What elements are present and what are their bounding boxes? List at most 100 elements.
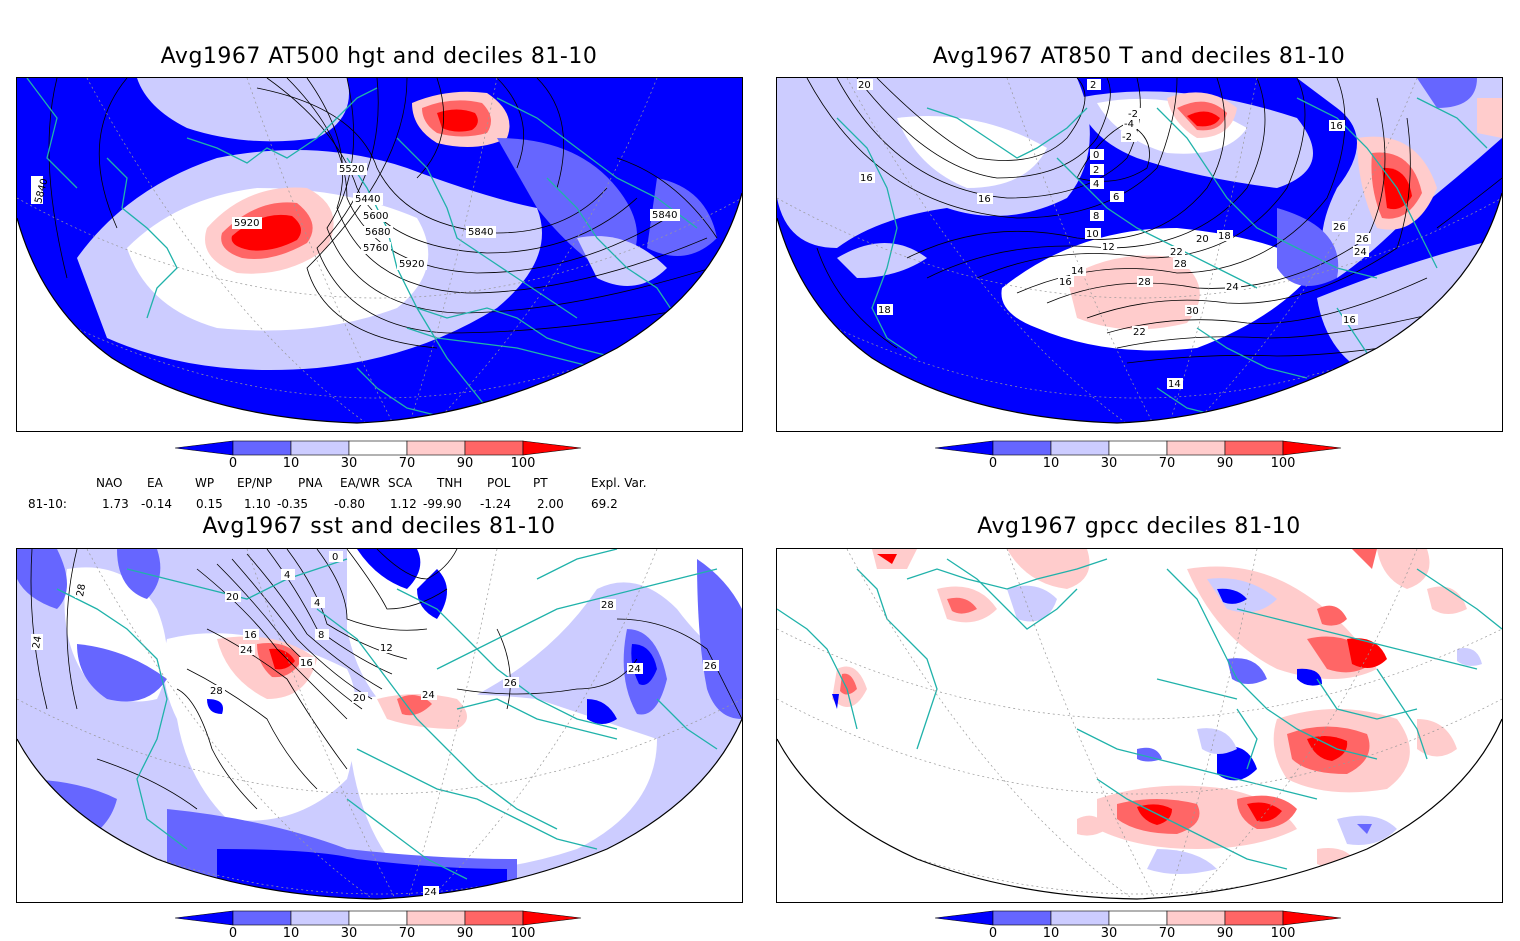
colorbar-label: 10 bbox=[282, 456, 300, 471]
index-header: Expl. Var. bbox=[591, 476, 647, 490]
contour-label: 10 bbox=[1086, 229, 1099, 240]
index-header: WP bbox=[195, 476, 215, 490]
contour-label: 16 bbox=[300, 658, 313, 669]
contour-label: 24 bbox=[628, 664, 641, 675]
colorbar-1: 0 10 30 70 90 100 bbox=[174, 440, 585, 478]
colorbar-label: 70 bbox=[1158, 456, 1176, 471]
colorbar-strip bbox=[934, 910, 1342, 926]
index-header: POL bbox=[487, 476, 511, 490]
colorbar-label: 10 bbox=[1042, 456, 1060, 471]
colorbar-strip bbox=[934, 440, 1342, 456]
contour-label: 24 bbox=[240, 645, 253, 656]
contour-label: 24 bbox=[1354, 247, 1367, 258]
colorbar-segment bbox=[174, 440, 234, 456]
colorbar-4: 0 10 30 70 90 100 bbox=[934, 910, 1345, 941]
colorbar-label: 0 bbox=[988, 456, 998, 471]
contour-label: 5440 bbox=[355, 194, 380, 205]
contour-label: 14 bbox=[1071, 266, 1084, 277]
panel-title-hgt: Avg1967 AT500 hgt and deciles 81-10 bbox=[160, 44, 598, 69]
colorbar-segment bbox=[1108, 440, 1168, 456]
contour-label: 5920 bbox=[234, 218, 259, 229]
colorbar-segment bbox=[464, 440, 524, 456]
colorbar-2: 0 10 30 70 90 100 bbox=[934, 440, 1345, 478]
index-row-label: 81-10: bbox=[28, 497, 67, 511]
map-panel-hgt: 5440 5520 5600 5680 5760 5840 5920 5920 … bbox=[16, 77, 743, 432]
contour-label: 16 bbox=[978, 194, 991, 205]
colorbar-label: 0 bbox=[228, 926, 238, 941]
contour-label: 20 bbox=[1196, 234, 1209, 245]
colorbar-segment bbox=[934, 910, 994, 926]
colorbar-label: 30 bbox=[1100, 456, 1118, 471]
contour-label: -4 bbox=[1124, 119, 1134, 130]
colorbar-label: 10 bbox=[1042, 926, 1060, 941]
panel-title-sst: Avg1967 sst and deciles 81-10 bbox=[202, 514, 556, 539]
colorbar-label: 100 bbox=[510, 926, 536, 941]
colorbar-segment bbox=[992, 910, 1052, 926]
index-value: -0.35 bbox=[277, 497, 309, 511]
colorbar-segment bbox=[1282, 910, 1342, 926]
panel-title-gpcc: Avg1967 gpcc deciles 81-10 bbox=[977, 514, 1301, 539]
index-header: TNH bbox=[437, 476, 463, 490]
contour-label: 8 bbox=[1093, 211, 1099, 222]
contour-label: 26 bbox=[704, 661, 717, 672]
contour-label: 20 bbox=[226, 592, 239, 603]
colorbar-segment bbox=[348, 910, 408, 926]
index-value: 1.10 bbox=[244, 497, 271, 511]
contour-label: 26 bbox=[504, 678, 517, 689]
colorbar-segment bbox=[406, 910, 466, 926]
map-panel-sst: 28 24 20 16 24 28 8 4 12 16 20 24 26 28 … bbox=[16, 548, 743, 903]
colorbar-segment bbox=[1282, 440, 1342, 456]
contour-label: 16 bbox=[860, 173, 873, 184]
colorbar-label: 30 bbox=[1100, 926, 1118, 941]
colorbar-label: 100 bbox=[510, 456, 536, 471]
contour-label: -2 bbox=[1122, 132, 1132, 143]
contour-label: 16 bbox=[1059, 277, 1072, 288]
contour-label: 2 bbox=[1093, 165, 1099, 176]
contour-label: 12 bbox=[1102, 242, 1115, 253]
contour-label: -2 bbox=[1128, 109, 1138, 120]
colorbar-label: 70 bbox=[398, 926, 416, 941]
contour-label: 28 bbox=[75, 583, 88, 597]
colorbar-segment bbox=[1166, 440, 1226, 456]
colorbar-segment bbox=[290, 440, 350, 456]
contour-label: 18 bbox=[878, 305, 891, 316]
index-header: PNA bbox=[298, 476, 323, 490]
index-value: 1.73 bbox=[102, 497, 129, 511]
colorbar-segment bbox=[934, 440, 994, 456]
colorbar-label: 0 bbox=[988, 926, 998, 941]
colorbar-segment bbox=[232, 440, 292, 456]
colorbar-label: 90 bbox=[456, 456, 474, 471]
colorbar-label: 30 bbox=[340, 926, 358, 941]
contour-label: 5760 bbox=[363, 243, 388, 254]
contour-label: 2 bbox=[1090, 80, 1096, 91]
contour-label: 24 bbox=[1226, 282, 1239, 293]
contour-label: 5520 bbox=[339, 164, 364, 175]
contour-label: 30 bbox=[1186, 306, 1199, 317]
contour-label: 18 bbox=[1218, 231, 1231, 242]
colorbar-segment bbox=[464, 910, 524, 926]
contour-label: 28 bbox=[210, 686, 223, 697]
colorbar-segment bbox=[348, 440, 408, 456]
colorbar-segment bbox=[522, 440, 582, 456]
panel-title-t850: Avg1967 AT850 T and deciles 81-10 bbox=[932, 44, 1346, 69]
colorbar-segment bbox=[522, 910, 582, 926]
colorbar-label: 90 bbox=[1216, 926, 1234, 941]
contour-label: 4 bbox=[314, 598, 320, 609]
index-header: EP/NP bbox=[237, 476, 273, 490]
colorbar-segment bbox=[992, 440, 1052, 456]
contour-label: 26 bbox=[1356, 234, 1369, 245]
index-header: NAO bbox=[96, 476, 123, 490]
contour-label: 8 bbox=[318, 630, 324, 641]
contour-label: 5840 bbox=[652, 210, 677, 221]
contour-label: 5840 bbox=[468, 227, 493, 238]
contour-label: 20 bbox=[858, 80, 871, 91]
index-header: PT bbox=[533, 476, 548, 490]
contour-label: 12 bbox=[380, 643, 393, 654]
colorbar-segment bbox=[1108, 910, 1168, 926]
contour-label: 24 bbox=[422, 690, 435, 701]
index-value: 2.00 bbox=[537, 497, 564, 511]
index-value: 1.12 bbox=[390, 497, 417, 511]
map-panel-gpcc bbox=[776, 548, 1503, 903]
contour-label: 28 bbox=[1138, 277, 1151, 288]
index-header: EA bbox=[147, 476, 163, 490]
